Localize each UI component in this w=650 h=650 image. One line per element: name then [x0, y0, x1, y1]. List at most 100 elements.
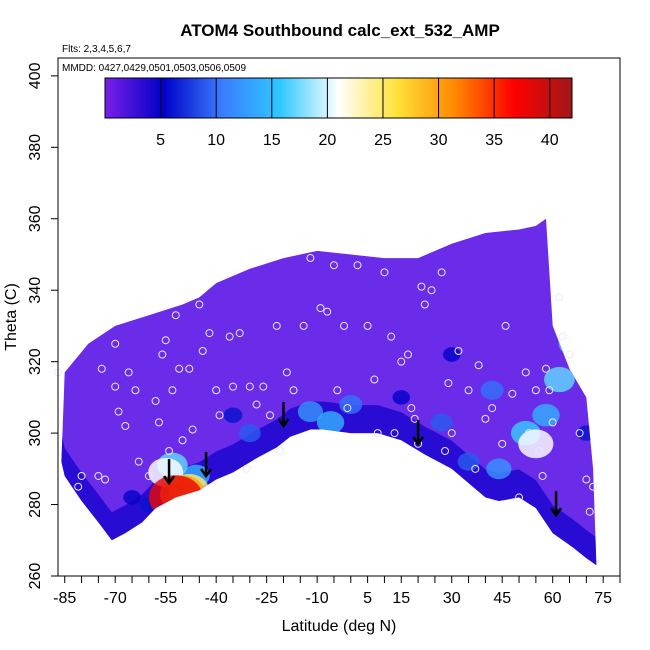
hot-spot: [316, 411, 345, 434]
y-tick-label: 400: [27, 62, 44, 89]
data-point: [121, 421, 130, 430]
data-point: [195, 300, 204, 309]
descent-arrow: [412, 419, 425, 446]
data-point: [545, 386, 554, 395]
data-point: [242, 464, 251, 473]
data-point: [178, 436, 187, 445]
hot-spot: [457, 452, 480, 471]
data-point: [565, 350, 574, 359]
x-tick-label: 45: [493, 590, 511, 607]
data-point: [114, 407, 123, 416]
hot-spot: [148, 475, 203, 520]
data-point: [235, 329, 244, 338]
data-point: [77, 471, 86, 480]
x-tick-label: -55: [154, 590, 177, 607]
colorbar-tick-label: 25: [374, 132, 392, 149]
hot-spot: [480, 380, 504, 400]
x-tick-label: 15: [392, 590, 410, 607]
data-point: [498, 439, 507, 448]
data-point: [134, 457, 143, 466]
hot-spot: [223, 407, 243, 423]
data-point: [555, 293, 564, 302]
hot-spot: [123, 490, 141, 505]
x-tick-label: 30: [443, 590, 461, 607]
data-point: [353, 261, 362, 270]
data-point: [111, 382, 120, 391]
data-point: [245, 382, 254, 391]
arrow-head: [550, 507, 563, 518]
x-tick-label: 60: [544, 590, 562, 607]
hot-spot: [339, 395, 363, 415]
hot-spot: [566, 279, 593, 302]
descent-arrow: [277, 401, 290, 429]
colorbar-rect: [104, 77, 573, 119]
x-axis-label: Latitude (deg N): [282, 618, 397, 635]
hot-spot: [430, 413, 453, 432]
chart-title: ATOM4 Southbound calc_ext_532_AMP: [180, 21, 500, 40]
y-tick-label: 300: [27, 420, 44, 447]
data-point: [333, 386, 342, 395]
arrow-head: [277, 418, 290, 429]
y-tick-label: 320: [27, 348, 44, 375]
data-point: [101, 475, 110, 484]
x-tick-label: -70: [104, 590, 127, 607]
data-point: [390, 429, 399, 438]
arrow-head: [200, 468, 213, 479]
descent-arrow: [200, 451, 213, 479]
data-point: [582, 475, 591, 484]
hot-spot: [532, 403, 560, 427]
data-point: [417, 282, 426, 291]
data-point: [306, 254, 315, 263]
data-point: [535, 446, 544, 455]
data-point: [228, 382, 237, 391]
data-point: [212, 386, 221, 395]
data-point: [316, 304, 325, 313]
data-point: [225, 332, 234, 341]
data-point: [508, 389, 517, 398]
points-layer: [54, 254, 598, 516]
hot-spot: [544, 366, 575, 393]
data-point: [548, 418, 557, 427]
data-point: [111, 339, 120, 348]
data-point: [444, 379, 453, 388]
descent-arrow: [163, 459, 176, 486]
x-tick-label: 5: [363, 590, 372, 607]
colorbar-tick-label: 15: [263, 132, 281, 149]
data-point: [175, 364, 184, 373]
hot-spot: [238, 424, 261, 443]
arrows-layer: [163, 401, 563, 518]
hot-spot: [392, 390, 411, 405]
data-point: [575, 429, 584, 438]
descent-arrow: [550, 491, 563, 518]
colorbar-tick-label: 10: [207, 132, 225, 149]
data-point: [585, 507, 594, 516]
data-point: [158, 350, 167, 359]
data-point: [97, 364, 106, 373]
data-point: [589, 482, 598, 491]
hot-spot: [442, 347, 461, 362]
data-point: [168, 386, 177, 395]
data-point: [94, 471, 103, 480]
data-point: [198, 346, 207, 355]
data-point: [454, 346, 463, 355]
data-point: [151, 396, 160, 405]
hot-spot: [297, 401, 323, 423]
data-point: [329, 261, 338, 270]
y-tick-label: 280: [27, 491, 44, 518]
colorbar-ticks: 5 10 15 20 25 30 35 40: [156, 78, 559, 149]
data-point: [531, 386, 540, 395]
y-tick-label: 260: [27, 563, 44, 590]
data-point: [410, 414, 419, 423]
data-point: [259, 382, 268, 391]
data-field: [61, 218, 597, 566]
data-point: [471, 464, 480, 473]
data-point: [165, 446, 174, 455]
data-point: [188, 425, 197, 434]
data-point: [501, 321, 510, 330]
colorbar-tick-label: 5: [156, 132, 165, 149]
data-point: [373, 429, 382, 438]
x-tick-label: -40: [205, 590, 228, 607]
data-point: [266, 411, 275, 420]
data-point: [205, 329, 214, 338]
